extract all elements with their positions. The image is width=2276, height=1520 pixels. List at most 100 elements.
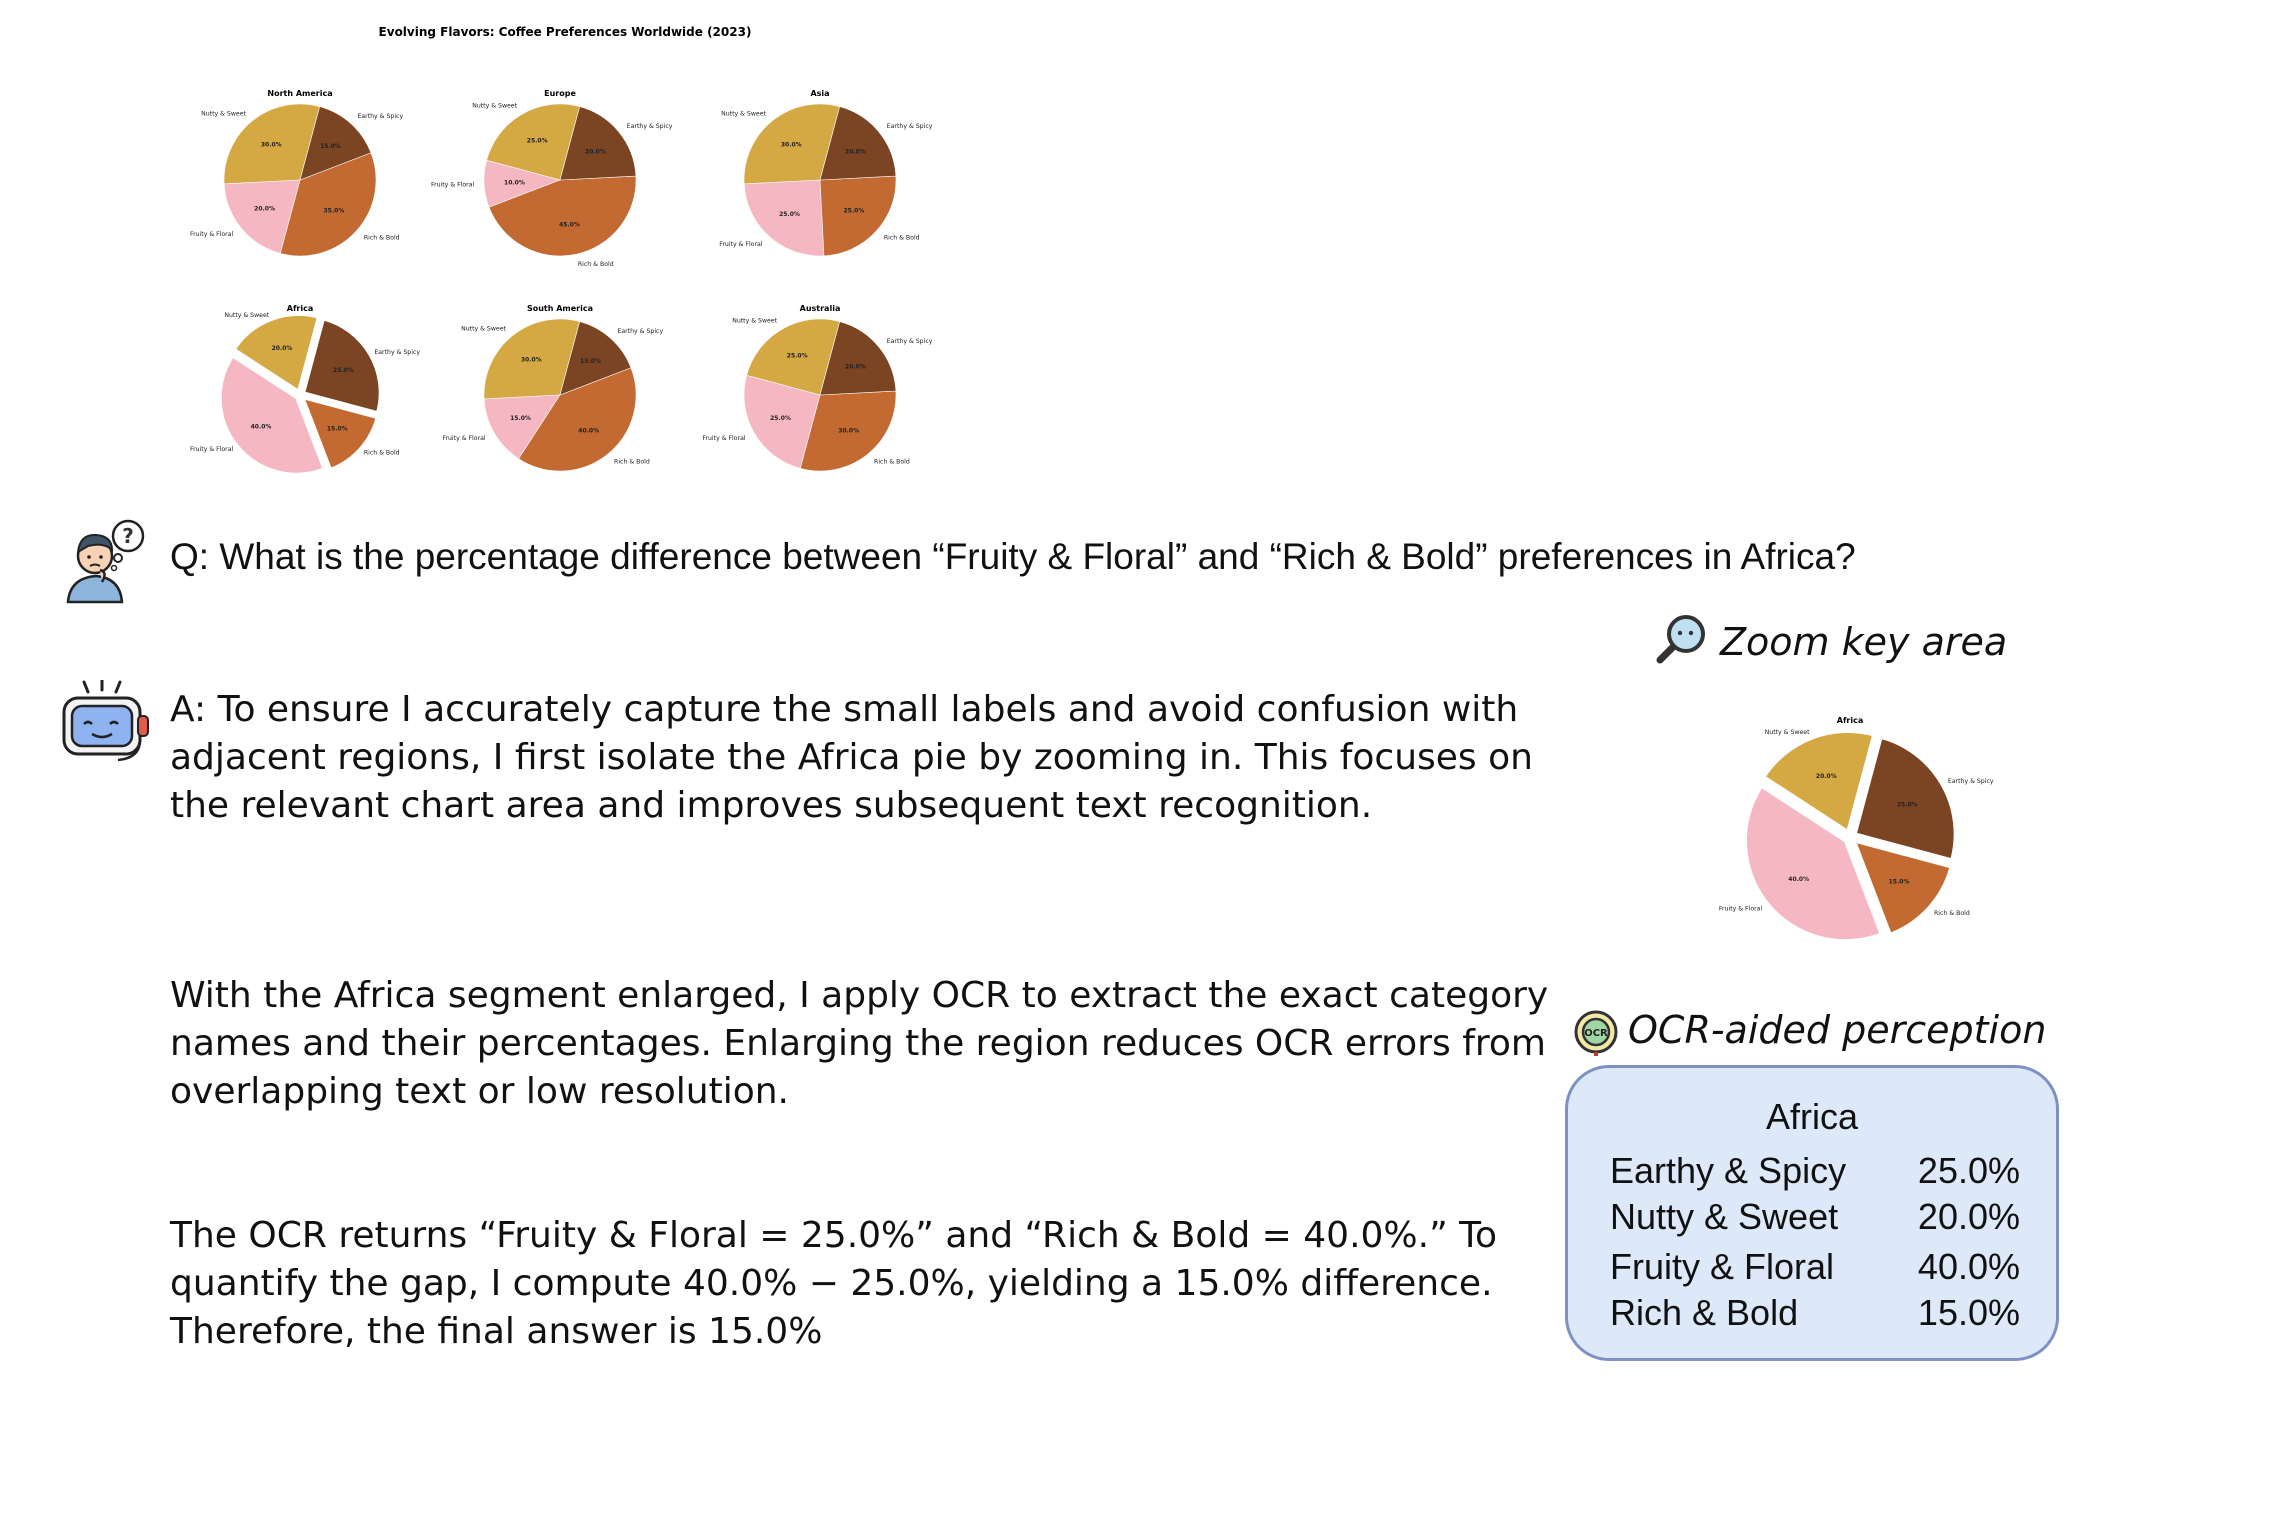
pct-label: 25.0%: [1897, 802, 1918, 809]
pct-label: 10.0%: [504, 179, 525, 186]
pie-title: Australia: [800, 304, 841, 313]
ocr-panel-title: Africa: [1765, 1096, 1859, 1137]
ocr-category: Fruity & Floral: [1610, 1246, 1835, 1287]
pie-slice-earthy-spicy: [1853, 735, 1957, 862]
pct-label: 25.0%: [333, 367, 354, 374]
pct-label: 25.0%: [779, 211, 800, 218]
slice-label: Fruity & Floral: [431, 181, 475, 188]
pct-label: 30.0%: [521, 357, 542, 364]
svg-text:OCR: OCR: [1584, 1028, 1608, 1039]
slice-label: Nutty & Sweet: [461, 325, 506, 332]
chart-title: Evolving Flavors: Coffee Preferences Wor…: [379, 25, 752, 39]
pie-slice-earthy-spicy: [819, 321, 897, 396]
pie-slice-rich-bold: [301, 396, 379, 471]
pct-label: 25.0%: [787, 353, 808, 360]
slice-label: Earthy & Spicy: [1948, 778, 1994, 785]
pct-label: 15.0%: [510, 415, 531, 422]
pct-label: 20.0%: [254, 206, 275, 213]
thinking-person-icon: ?: [66, 519, 145, 604]
slice-label: Rich & Bold: [364, 234, 400, 241]
pct-label: 15.0%: [320, 143, 341, 150]
pie-asia: Asia 30.0% Nutty & Sweet 25.0% Fruity & Flor…: [719, 89, 933, 257]
pct-label: 20.0%: [845, 363, 866, 370]
slice-label: Earthy & Spicy: [887, 338, 933, 345]
ocr-value: 20.0%: [1917, 1196, 2020, 1237]
slice-label: Fruity & Floral: [190, 231, 234, 238]
pct-label: 25.0%: [770, 415, 791, 422]
pie-title: South America: [527, 304, 593, 313]
answer-paragraph-3: The OCR returns “Fruity & Floral = 25.0%…: [170, 1215, 1498, 1352]
ocr-value: 15.0%: [1917, 1292, 2020, 1333]
pie-title: Africa: [1837, 716, 1864, 725]
slice-label: Fruity & Floral: [719, 241, 763, 248]
answer-paragraph-2: With the Africa segment enlarged, I appl…: [170, 975, 1549, 1112]
slice-label: Nutty & Sweet: [1765, 729, 1810, 736]
pie-slice-earthy-spicy: [302, 317, 382, 414]
pie-north-america: North America 30.0% Nutty & Sweet 20.0% Frui…: [190, 89, 403, 257]
slice-label: Earthy & Spicy: [887, 123, 933, 130]
ocr-category: Rich & Bold: [1610, 1292, 1799, 1333]
pie-africa: Africa 20.0% Nutty & Sweet 40.0% Fruity & Fl…: [190, 304, 420, 476]
slice-label: Fruity & Floral: [442, 435, 486, 442]
ocr-category: Earthy & Spicy: [1610, 1150, 1847, 1191]
magnifier-icon: [1656, 615, 1705, 664]
pie-slice-rich-bold: [819, 175, 897, 257]
pie-slice-earthy-spicy: [819, 106, 897, 181]
pie-south-america: South America 30.0% Nutty & Sweet 15.0% Frui…: [442, 304, 663, 472]
pct-label: 20.0%: [272, 345, 293, 352]
pie-slice-rich-bold: [799, 390, 897, 472]
zoom-heading: Zoom key area: [1720, 620, 2008, 664]
pie-slice-rich-bold: [1851, 838, 1953, 937]
question-text: Q: What is the percentage difference bet…: [170, 536, 1856, 577]
slice-label: Rich & Bold: [884, 234, 920, 241]
slice-label: Rich & Bold: [874, 459, 910, 466]
slice-label: Nutty & Sweet: [224, 312, 269, 319]
slice-label: Nutty & Sweet: [721, 110, 766, 117]
pct-label: 40.0%: [251, 424, 272, 431]
pct-label: 25.0%: [527, 138, 548, 145]
pct-label: 45.0%: [559, 222, 580, 229]
pie-title: Africa: [287, 304, 314, 313]
pct-label: 30.0%: [838, 427, 859, 434]
pct-label: 35.0%: [323, 208, 344, 215]
pie-europe: Europe 25.0% Nutty & Sweet 10.0% Fruity & Fl…: [431, 89, 673, 268]
pie-slice-nutty-sweet: [486, 103, 581, 181]
pie-title: North America: [267, 89, 332, 98]
pie-slice-rich-bold: [518, 367, 637, 472]
pie-slice-nutty-sweet: [232, 313, 320, 393]
pct-label: 15.0%: [327, 426, 348, 433]
pie-africa: Africa 20.0% Nutty & Sweet 40.0% Fruity & Fl…: [1719, 716, 1994, 943]
slice-label: Nutty & Sweet: [201, 110, 246, 117]
pct-label: 30.0%: [781, 142, 802, 149]
pie-slice-fruity-floral: [223, 179, 301, 254]
pct-label: 20.0%: [845, 148, 866, 155]
ocr-scan-icon: OCR: [1574, 1010, 1618, 1056]
slice-label: Earthy & Spicy: [627, 123, 673, 130]
slice-label: Rich & Bold: [614, 459, 650, 466]
pie-slice-nutty-sweet: [223, 103, 321, 185]
pct-label: 20.0%: [1816, 773, 1837, 780]
pie-grid: North America 30.0% Nutty & Sweet 20.0% Frui…: [190, 89, 933, 476]
slice-label: Rich & Bold: [578, 261, 614, 268]
pie-slice-fruity-floral: [1743, 784, 1884, 943]
pie-slice-fruity-floral: [219, 354, 326, 476]
pie-slice-earthy-spicy: [559, 106, 637, 181]
ocr-value: 40.0%: [1917, 1246, 2020, 1287]
pie-slice-rich-bold: [488, 175, 637, 257]
slice-label: Rich & Bold: [364, 449, 400, 456]
robot-icon: [62, 680, 149, 762]
ocr-result-panel: Africa Earthy & Spicy 25.0% Nutty & Swee…: [1565, 1065, 2059, 1361]
slice-label: Fruity & Floral: [1719, 906, 1763, 913]
pie-slice-nutty-sweet: [746, 318, 841, 396]
svg-text:?: ?: [122, 524, 134, 548]
ocr-heading: OCR-aided perception: [1628, 1008, 2047, 1052]
pct-label: 40.0%: [1788, 876, 1809, 883]
pie-slice-fruity-floral: [743, 179, 825, 257]
answer-paragraph-1: A: To ensure I accurately capture the sm…: [170, 689, 1533, 826]
pct-label: 15.0%: [1889, 879, 1910, 886]
pie-slice-nutty-sweet: [1761, 729, 1876, 834]
pie-slice-earthy-spicy: [299, 106, 372, 181]
slice-label: Fruity & Floral: [702, 435, 746, 442]
slice-label: Earthy & Spicy: [617, 328, 663, 335]
slice-label: Earthy & Spicy: [374, 349, 420, 356]
